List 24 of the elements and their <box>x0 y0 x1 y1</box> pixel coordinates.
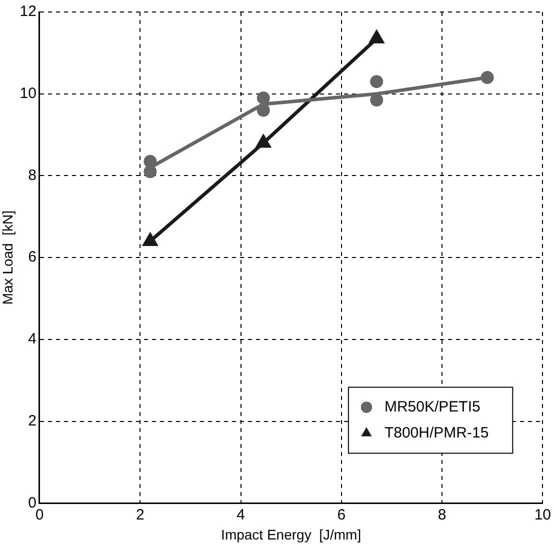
legend-label: T800H/PMR-15 <box>384 424 489 442</box>
y-tick-label: 4 <box>28 330 36 348</box>
x-tick-label: 2 <box>136 506 144 524</box>
legend-label: MR50K/PETI5 <box>384 398 480 416</box>
point <box>143 233 158 246</box>
point <box>256 91 270 104</box>
x-tick-label: 6 <box>337 506 346 524</box>
point <box>370 94 384 107</box>
point <box>144 154 157 168</box>
point <box>256 104 270 117</box>
y-tick-label: 8 <box>28 166 36 184</box>
y-tick-label: 6 <box>28 248 36 266</box>
x-axis-title: Impact Energy [J/mm] <box>221 526 362 542</box>
point <box>256 135 270 148</box>
y-tick-label: 12 <box>20 3 36 20</box>
point <box>370 75 384 88</box>
y-tick-label: 2 <box>28 412 36 430</box>
x-tick-label: 4 <box>236 506 245 524</box>
y-axis-title: Max Load [kN] <box>0 210 16 305</box>
x-tick-label: 8 <box>438 506 446 524</box>
x-tick-label: 10 <box>534 506 551 524</box>
y-tick-label: 10 <box>20 85 36 102</box>
point <box>480 70 494 84</box>
y-tick-label: 0 <box>28 494 36 512</box>
